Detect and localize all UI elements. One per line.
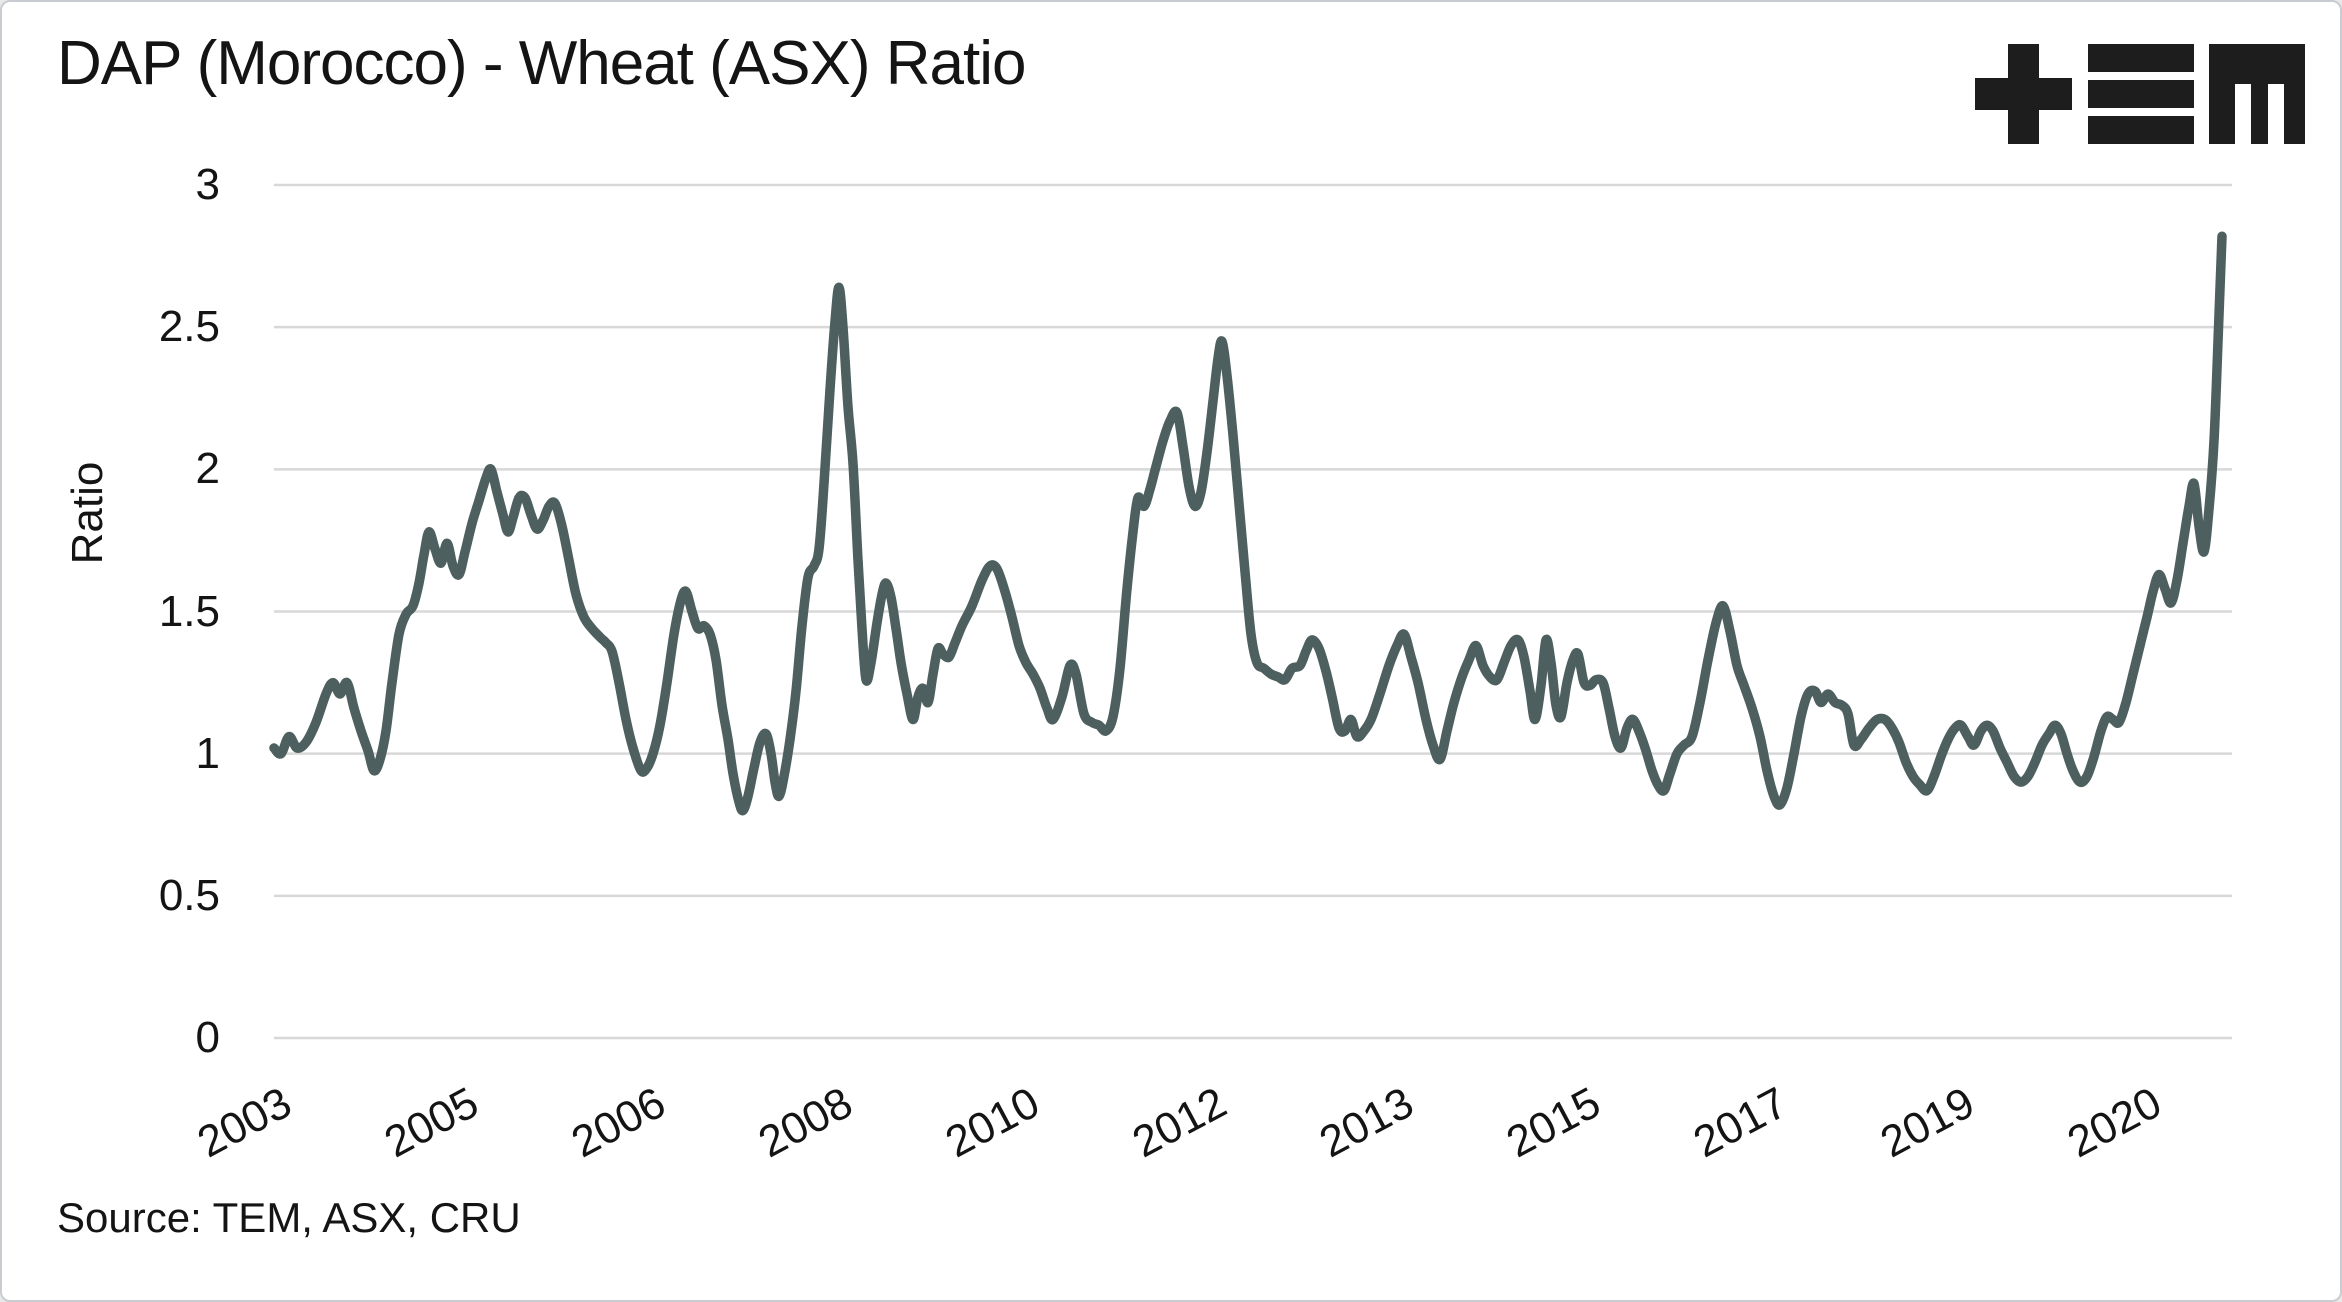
ratio-line-series <box>269 231 2227 816</box>
y-tick-label: 1.5 <box>158 586 220 636</box>
y-tick-label: 3 <box>195 160 220 209</box>
y-tick-label: 1 <box>195 728 220 778</box>
y-tick-label: 2 <box>195 444 220 494</box>
y-tick-label: 0.5 <box>158 870 220 920</box>
tem-logo-icon <box>1975 44 2305 144</box>
source-note: Source: TEM, ASX, CRU <box>57 1194 521 1241</box>
y-tick-label: 2.5 <box>158 302 220 352</box>
tem-logo <box>1975 44 2305 144</box>
y-tick-label: 0 <box>195 1013 220 1062</box>
chart-title: DAP (Morocco) - Wheat (ASX) Ratio <box>57 29 1026 98</box>
